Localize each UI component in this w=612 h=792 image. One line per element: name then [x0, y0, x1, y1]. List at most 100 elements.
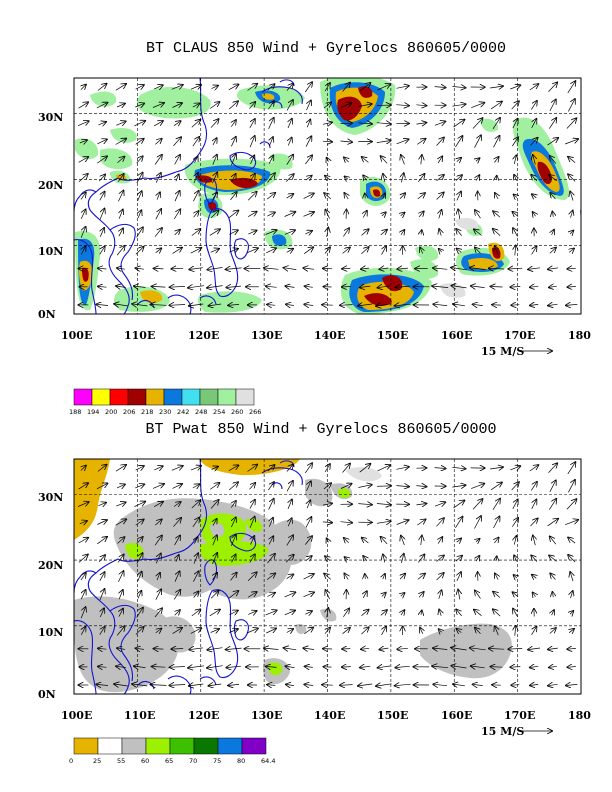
wind-vector — [152, 667, 166, 668]
wind-vector — [510, 287, 521, 288]
top-colorbar-swatch — [145, 388, 165, 406]
wind-vector — [476, 556, 479, 561]
wind-vector — [439, 249, 442, 252]
wind-vector — [266, 193, 275, 200]
wind-vector — [96, 304, 109, 305]
wind-vector — [340, 685, 353, 686]
wind-vector — [155, 173, 161, 183]
wind-vector — [228, 101, 238, 110]
wind-vector — [305, 463, 312, 474]
wind-vector — [305, 82, 312, 93]
wind-vector — [305, 136, 311, 147]
bottom-lon-labels: 100E 110E 120E 130E 140E 150E 160E 170E … — [61, 709, 591, 722]
wind-vector — [508, 268, 523, 269]
wind-vector — [345, 557, 348, 560]
top-lat-label: 10N — [38, 245, 63, 258]
wind-vector — [173, 590, 180, 600]
wind-vector — [340, 305, 353, 306]
wind-vector — [210, 119, 219, 128]
wind-vector — [433, 268, 448, 269]
wind-vector — [533, 155, 536, 165]
wind-vector — [284, 268, 297, 270]
wind-vector — [134, 121, 145, 127]
wind-vector — [303, 247, 313, 254]
wind-vector — [267, 465, 275, 472]
wind-vector — [226, 666, 241, 667]
wind-vector — [211, 467, 218, 470]
wind-vector — [193, 571, 198, 582]
wind-vector — [231, 137, 235, 147]
wind-vector — [194, 553, 198, 564]
wind-vector — [401, 536, 405, 546]
wind-vector — [474, 610, 482, 616]
top-colorbar-label: 254 — [213, 408, 225, 416]
wind-vector — [377, 84, 391, 91]
bottom-lat-label: 30N — [38, 491, 63, 504]
wind-vector — [471, 286, 485, 288]
wind-vector — [231, 501, 236, 508]
wind-vector — [380, 230, 387, 235]
wind-vector — [513, 212, 519, 217]
wind-vector — [171, 85, 183, 90]
wind-vector — [421, 155, 422, 165]
wind-vector — [549, 286, 557, 287]
wind-vector — [116, 246, 125, 256]
bottom-colorbar: 0 25 55 60 65 70 75 80 64.4 — [69, 737, 275, 765]
wind-vector — [117, 268, 125, 269]
wind-vector — [138, 191, 142, 201]
wind-vector — [471, 666, 485, 668]
wind-vector — [490, 482, 502, 491]
wind-vector — [97, 156, 107, 164]
wind-vector — [138, 572, 142, 582]
wind-vector — [344, 574, 348, 580]
wind-vector — [209, 610, 220, 617]
wind-vector — [378, 666, 391, 668]
wind-vector — [358, 304, 373, 306]
bottom-wind-vectors — [78, 462, 578, 686]
top-scale-label: 15 M/S — [481, 345, 524, 358]
wind-vector — [550, 574, 555, 580]
wind-vector — [190, 248, 202, 254]
wind-vector — [209, 102, 219, 109]
wind-vector — [194, 173, 198, 184]
wind-vector — [231, 154, 236, 166]
wind-vector — [513, 592, 519, 597]
wind-vector — [416, 123, 427, 125]
wind-vector — [153, 502, 163, 508]
top-lon-label: 130E — [251, 329, 282, 342]
bottom-colorbar-swatch — [145, 737, 171, 755]
wind-vector — [99, 589, 105, 601]
wind-vector — [231, 120, 236, 127]
wind-vector — [269, 156, 273, 164]
wind-vector — [363, 175, 367, 180]
wind-vector — [325, 556, 330, 560]
wind-vector — [552, 592, 553, 597]
wind-vector — [118, 571, 123, 583]
wind-vector — [549, 175, 557, 182]
wind-vector — [229, 230, 237, 234]
wind-vector — [358, 485, 371, 488]
wind-vector — [97, 537, 107, 545]
wind-vector — [568, 555, 576, 563]
wind-vector — [453, 500, 465, 509]
wind-vector — [361, 247, 368, 255]
wind-vector — [173, 121, 181, 126]
wind-vector — [532, 575, 537, 579]
wind-vector — [342, 248, 350, 254]
wind-vector — [396, 86, 409, 89]
wind-vector — [228, 304, 240, 305]
wind-vector — [264, 648, 279, 649]
wind-vector — [194, 211, 199, 218]
wind-vector — [212, 173, 218, 184]
wind-vector — [436, 138, 444, 146]
wind-vector — [176, 174, 179, 182]
wind-vector — [305, 176, 312, 181]
wind-vector — [475, 591, 481, 599]
wind-vector — [249, 517, 255, 528]
bottom-lon-label: 180 — [568, 709, 591, 722]
wind-vector — [376, 123, 391, 124]
wind-vector — [77, 502, 89, 507]
top-colorbar-label: 260 — [231, 408, 243, 416]
wind-vector — [192, 518, 200, 528]
wind-vector — [284, 212, 296, 217]
